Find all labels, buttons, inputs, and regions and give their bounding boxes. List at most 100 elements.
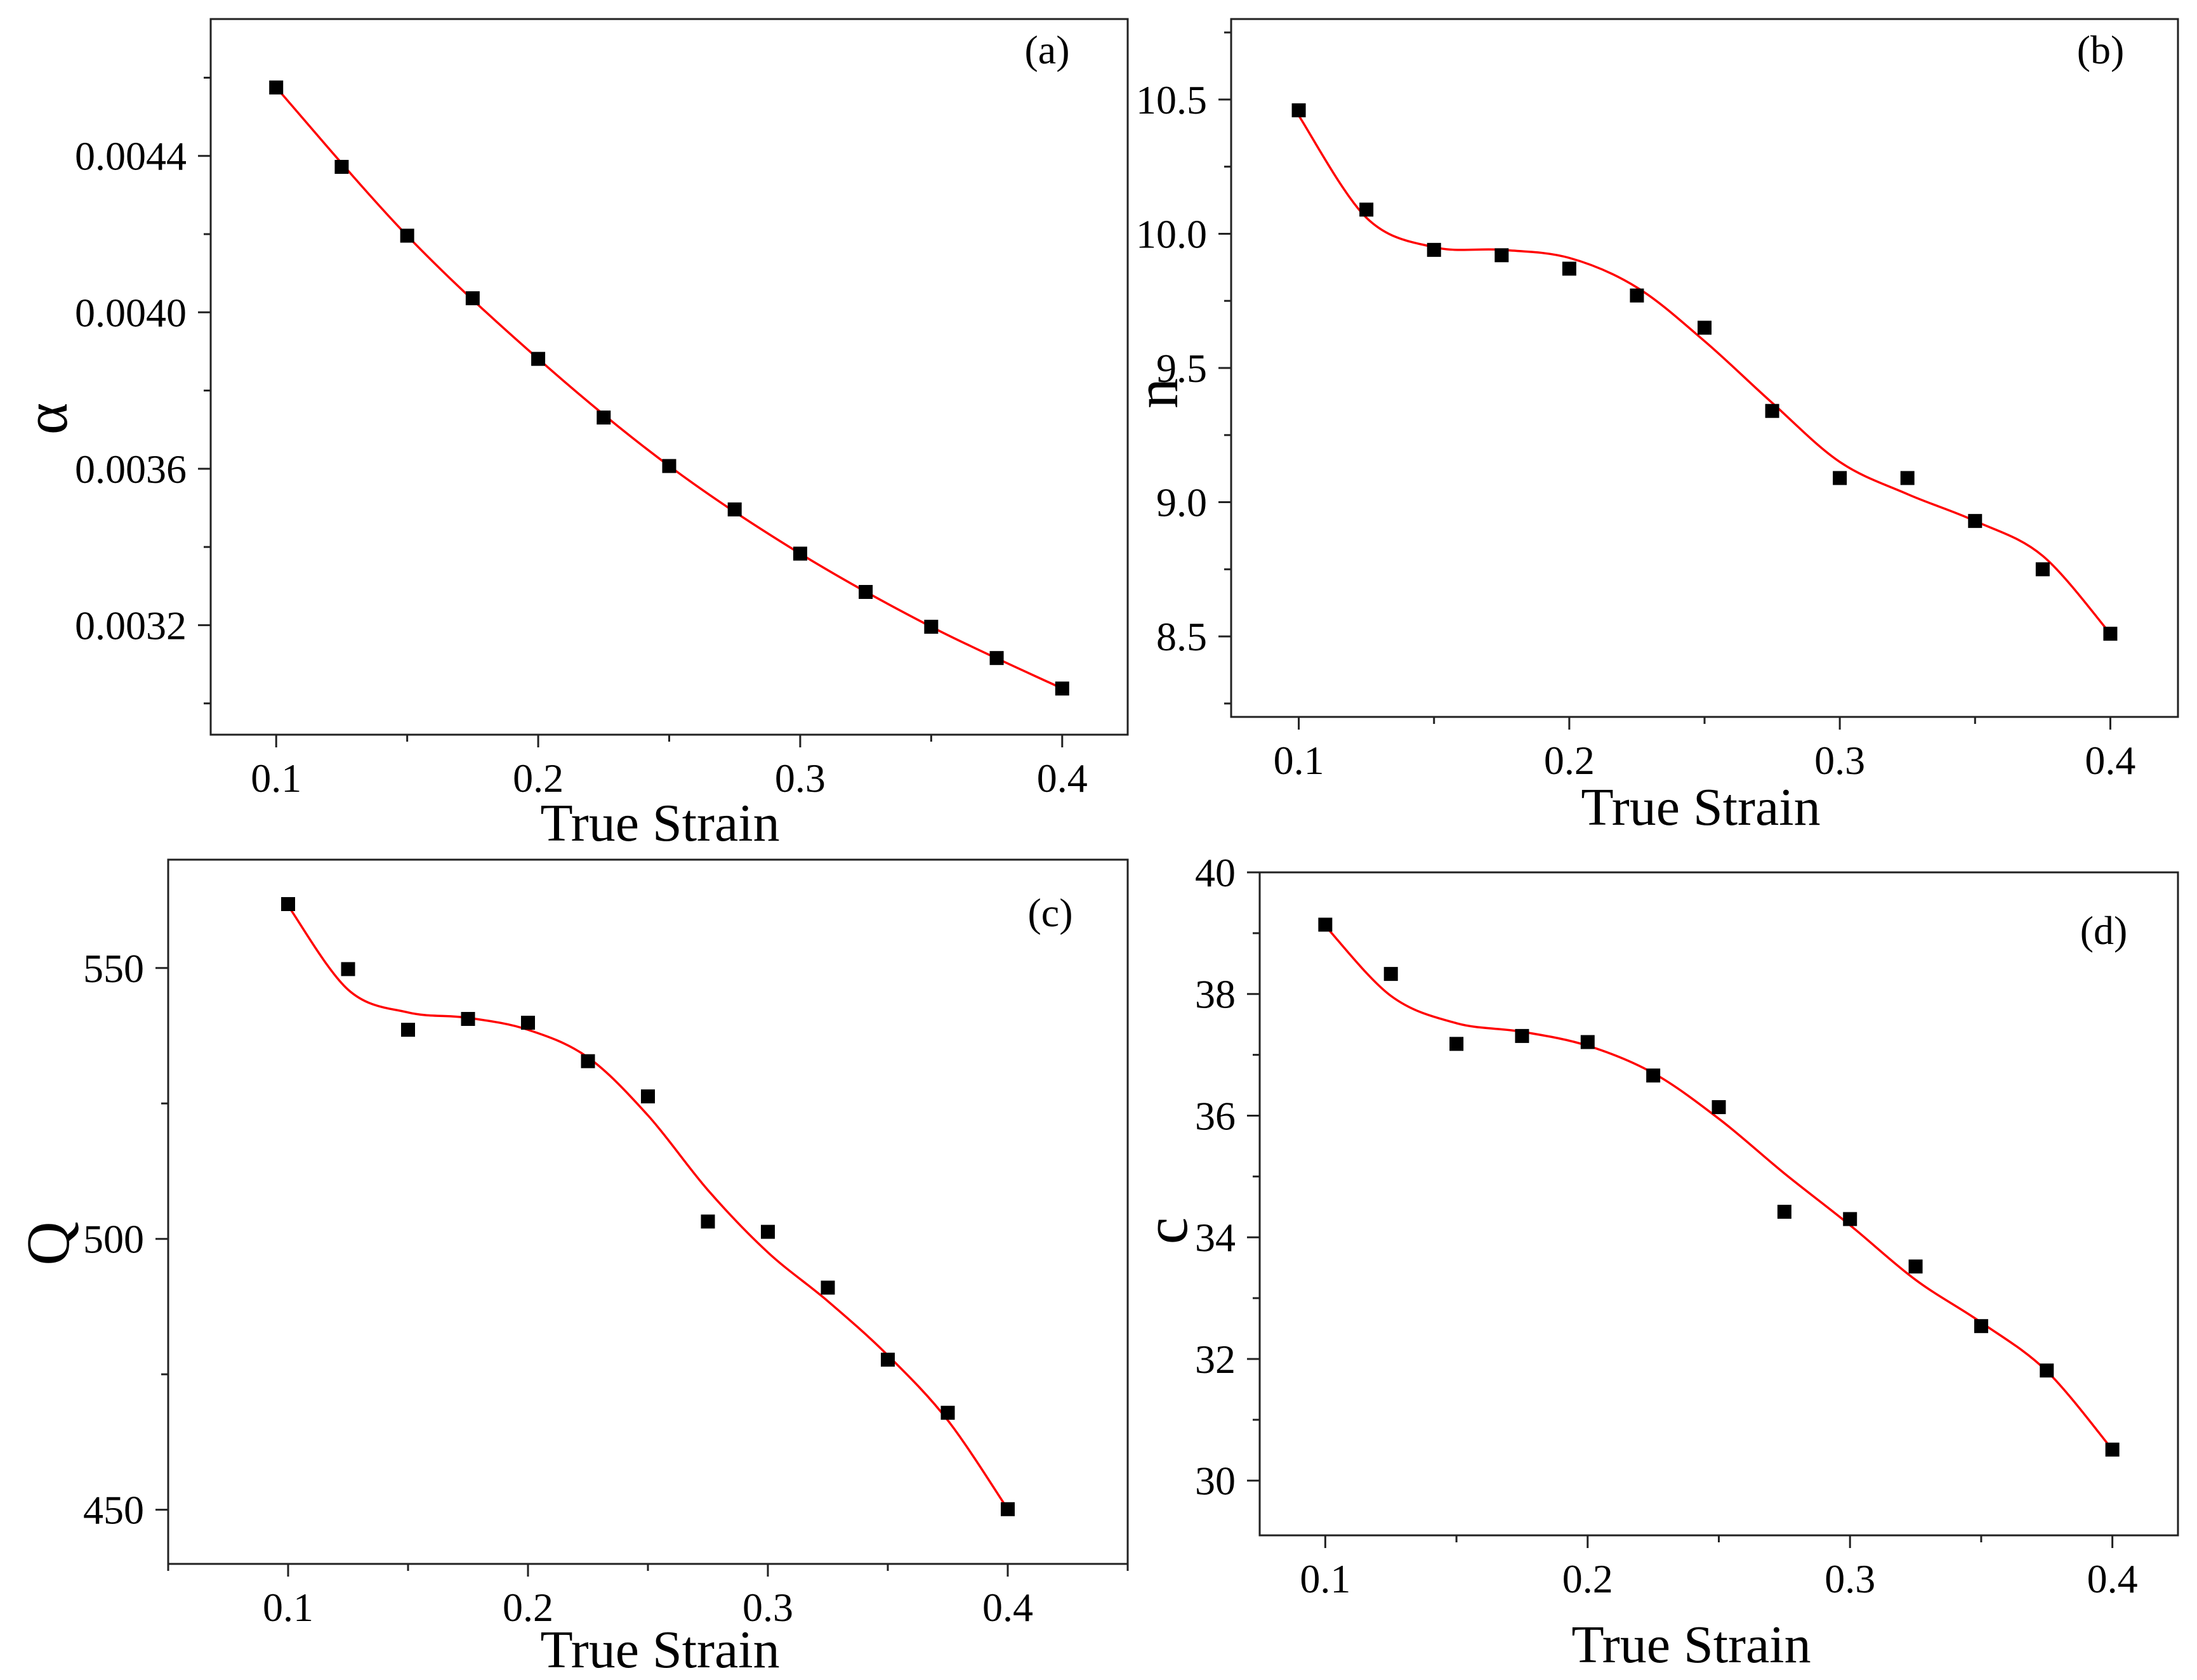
x-tick-label-d: 0.1 [1300, 1556, 1350, 1601]
data-point-a [531, 351, 546, 366]
data-point-c [940, 1405, 955, 1420]
data-point-b [1900, 471, 1915, 485]
data-point-a [989, 651, 1004, 666]
data-point-d [1383, 967, 1398, 981]
panel-label-a: (a) [1024, 27, 1069, 72]
data-point-b [1427, 242, 1441, 257]
x-tick-label-b: 0.3 [1814, 738, 1865, 783]
y-tick-label-d: 32 [1195, 1337, 1236, 1382]
data-point-d [1646, 1068, 1661, 1083]
y-tick-label-d: 38 [1195, 972, 1236, 1017]
x-tick-label-a: 0.3 [775, 756, 826, 801]
data-point-b [1291, 103, 1306, 117]
data-point-a [727, 502, 742, 516]
y-axis-title-b: n [1123, 378, 1191, 409]
y-tick-label-b: 10.0 [1136, 211, 1207, 256]
x-tick-label-b: 0.1 [1274, 738, 1324, 783]
x-tick-label-c: 0.2 [503, 1585, 553, 1630]
data-point-a [662, 459, 676, 473]
data-point-d [2105, 1442, 2120, 1457]
data-point-c [821, 1280, 835, 1295]
y-tick-label-d: 36 [1195, 1093, 1236, 1138]
data-point-a [400, 228, 414, 243]
panel-d: (d) True Strain c 0.1 0.2 0.3 0.4 30 32 34 36 38… [1132, 850, 2179, 1674]
data-point-c [701, 1214, 715, 1229]
data-point-b [1698, 320, 1712, 335]
data-point-b [1494, 248, 1509, 263]
y-tick-label-d: 40 [1195, 850, 1236, 895]
data-point-a [924, 619, 939, 634]
x-tick-label-d: 0.4 [2087, 1556, 2138, 1601]
data-point-c [581, 1054, 595, 1068]
panel-label-b: (b) [2077, 27, 2125, 72]
data-point-d [1777, 1204, 1791, 1219]
x-tick-label-a: 0.4 [1037, 756, 1088, 801]
data-point-a [334, 159, 349, 174]
data-point-c [641, 1089, 655, 1104]
y-tick-label-c: 450 [83, 1488, 144, 1533]
data-point-d [1843, 1212, 1857, 1226]
data-point-d [1318, 917, 1333, 932]
data-point-c [881, 1353, 895, 1367]
panel-a: (a) True Strain α 0.1 0.2 0.3 0.4 0.0032 0.00… [12, 18, 1129, 853]
data-point-c [521, 1016, 535, 1030]
data-point-b [2103, 626, 2118, 641]
data-point-c [461, 1012, 475, 1027]
y-tick-label-c: 500 [83, 1217, 144, 1262]
x-tick-label-a: 0.1 [251, 756, 301, 801]
x-tick-label-b: 0.4 [2085, 738, 2135, 783]
data-point-a [465, 291, 480, 306]
y-tick-label-b: 9.5 [1156, 346, 1207, 391]
data-point-d [1449, 1037, 1464, 1051]
panel-label-d: (d) [2080, 908, 2128, 953]
data-point-c [281, 897, 295, 912]
data-point-c [341, 962, 355, 976]
y-tick-label-b: 10.5 [1136, 77, 1207, 122]
panel-c: (c) True Strain Q 0.1 0.2 0.3 0.4 450 500 550 [14, 858, 1129, 1679]
x-tick-label-d: 0.3 [1824, 1556, 1875, 1601]
data-point-d [1515, 1028, 1529, 1043]
y-tick-label-a: 0.0040 [75, 290, 187, 335]
y-tick-label-b: 8.5 [1156, 614, 1207, 659]
x-tick-label-d: 0.2 [1562, 1556, 1613, 1601]
data-point-a [597, 410, 611, 425]
data-point-b [1630, 288, 1644, 303]
x-tick-label-c: 0.4 [982, 1585, 1033, 1630]
y-axis-title-a: α [12, 403, 80, 435]
x-axis-title-a: True Strain [540, 794, 779, 853]
data-point-b [1765, 404, 1779, 418]
panel-b: (b) True Strain n 0.1 0.2 0.3 0.4 8.5 9.0 9.5 1… [1123, 18, 2179, 837]
data-point-d [2040, 1363, 2054, 1378]
x-tick-label-c: 0.1 [263, 1585, 313, 1630]
y-tick-label-d: 30 [1195, 1459, 1236, 1504]
data-point-c [1001, 1502, 1015, 1516]
data-point-d [1974, 1319, 1988, 1334]
data-point-c [401, 1023, 415, 1037]
x-tick-label-b: 0.2 [1544, 738, 1595, 783]
y-tick-label-c: 550 [83, 946, 144, 991]
data-point-d [1712, 1100, 1726, 1115]
data-point-b [2035, 562, 2050, 577]
data-point-d [1908, 1259, 1923, 1274]
data-point-b [1968, 514, 1983, 528]
x-axis-title-b: True Strain [1581, 778, 1820, 837]
y-axis-title-c: Q [14, 1221, 82, 1265]
data-point-d [1580, 1035, 1595, 1049]
data-point-c [761, 1224, 775, 1239]
y-tick-label-a: 0.0044 [75, 134, 187, 179]
data-point-a [859, 585, 873, 600]
data-point-b [1833, 471, 1847, 485]
data-point-a [1055, 681, 1069, 696]
panel-label-c: (c) [1027, 890, 1072, 935]
x-axis-title-d: True Strain [1571, 1615, 1811, 1674]
x-tick-label-a: 0.2 [513, 756, 564, 801]
data-point-a [269, 80, 284, 95]
data-point-b [1562, 261, 1576, 276]
y-tick-label-d: 34 [1195, 1215, 1236, 1260]
x-tick-label-c: 0.3 [742, 1585, 793, 1630]
y-tick-label-b: 9.0 [1156, 480, 1207, 525]
y-axis-title-d: c [1132, 1217, 1200, 1245]
y-tick-label-a: 0.0036 [75, 447, 187, 492]
